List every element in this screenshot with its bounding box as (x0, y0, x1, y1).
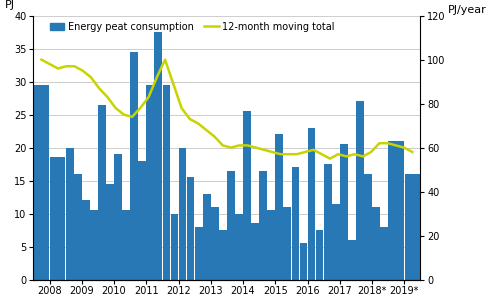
Bar (66, 148, 74, 279)
Bar (170, 214, 178, 279)
Bar (251, 223, 259, 279)
Y-axis label: PJ: PJ (5, 0, 15, 11)
Bar (324, 164, 331, 279)
Bar (340, 144, 348, 279)
Bar (146, 85, 154, 279)
Bar (275, 134, 283, 279)
Bar (155, 32, 162, 279)
Bar (316, 230, 324, 279)
Bar (219, 230, 227, 279)
Bar (300, 243, 307, 279)
Bar (106, 184, 114, 279)
Bar (227, 171, 235, 279)
Bar (50, 158, 65, 279)
Bar (243, 111, 251, 279)
Bar (388, 141, 404, 279)
Bar (235, 214, 243, 279)
Bar (268, 210, 275, 279)
Bar (283, 207, 291, 279)
Bar (90, 210, 98, 279)
Y-axis label: PJ/year: PJ/year (447, 5, 486, 15)
Bar (259, 171, 267, 279)
Bar (308, 128, 315, 279)
Bar (203, 194, 211, 279)
Bar (372, 207, 380, 279)
Bar (122, 210, 130, 279)
Bar (114, 154, 122, 279)
Bar (380, 227, 388, 279)
Bar (163, 85, 170, 279)
Bar (348, 240, 356, 279)
Bar (356, 101, 364, 279)
Bar (187, 177, 194, 279)
Bar (82, 200, 90, 279)
Bar (179, 148, 187, 279)
Bar (332, 204, 340, 279)
Bar (98, 105, 106, 279)
Legend: Energy peat consumption, 12-month moving total: Energy peat consumption, 12-month moving… (46, 18, 339, 36)
Bar (292, 167, 300, 279)
Bar (130, 52, 138, 279)
Bar (364, 174, 372, 279)
Bar (211, 207, 218, 279)
Bar (138, 161, 146, 279)
Bar (34, 85, 49, 279)
Bar (405, 174, 420, 279)
Bar (195, 227, 203, 279)
Bar (74, 174, 82, 279)
